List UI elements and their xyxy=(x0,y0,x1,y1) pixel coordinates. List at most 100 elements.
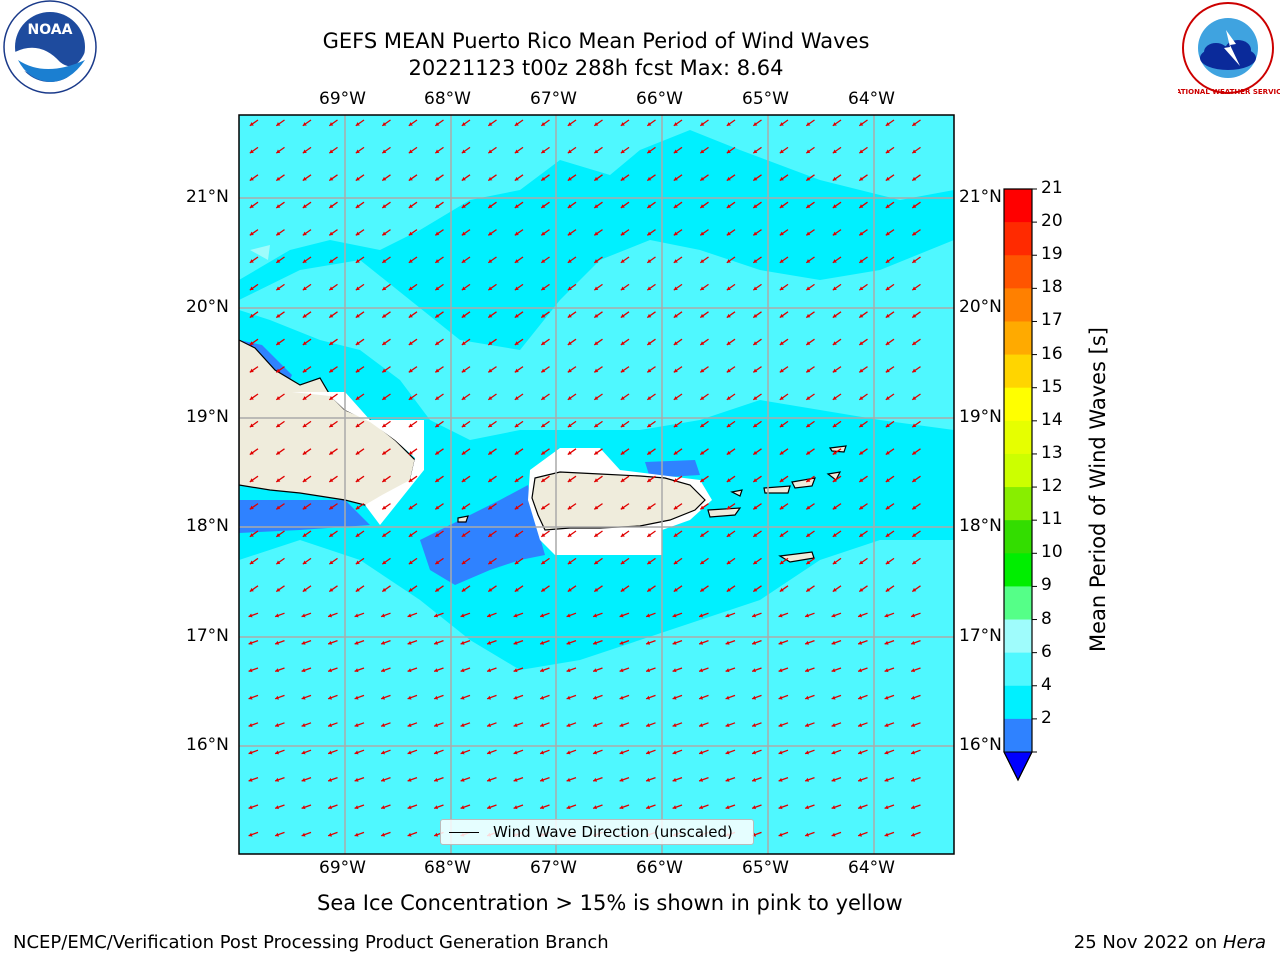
colorbar-tick-label: 9 xyxy=(1041,575,1052,596)
colorbar-segment xyxy=(1004,652,1032,687)
wind-arrow-head xyxy=(248,805,253,810)
wind-arrow-head xyxy=(329,478,334,482)
wind-arrow-head xyxy=(859,259,864,263)
wind-arrow-head xyxy=(301,832,306,837)
wind-arrow-head xyxy=(541,450,546,455)
wind-arrow-head xyxy=(753,423,758,428)
wind-arrow-head xyxy=(567,505,572,510)
wind-arrow-head xyxy=(354,832,359,837)
wind-arrow-head xyxy=(805,832,810,837)
wind-arrow-head xyxy=(248,613,253,618)
wind-arrow-head xyxy=(355,505,360,510)
wind-arrow-head xyxy=(699,777,704,782)
wind-arrow-head xyxy=(594,450,599,455)
wind-arrow-head xyxy=(354,805,359,810)
wind-arrow-head xyxy=(513,723,518,727)
wind-arrow-head xyxy=(859,505,864,510)
wind-arrow-head xyxy=(858,723,863,727)
lat-label-right-19n: 19°N xyxy=(959,407,1002,427)
wind-arrow-head xyxy=(753,313,758,318)
wind-arrow-head xyxy=(884,613,889,618)
wind-arrow-head xyxy=(779,313,784,318)
wind-arrow-head xyxy=(672,668,677,673)
wind-arrow-head xyxy=(859,587,864,592)
wind-arrow-head xyxy=(567,396,572,400)
wind-arrow-head xyxy=(778,640,783,645)
wind-arrow-head xyxy=(566,613,571,618)
wind-arrow-head xyxy=(276,176,281,181)
wind-arrow-head xyxy=(329,149,334,154)
wind-arrow-head xyxy=(276,368,281,373)
wind-arrow-head xyxy=(620,231,625,236)
colorbar-tick-label: 2 xyxy=(1041,707,1052,728)
wind-arrow-head xyxy=(541,341,546,345)
chart-title-line1: GEFS MEAN Puerto Rico Mean Period of Win… xyxy=(322,29,870,53)
wind-arrow-head xyxy=(673,231,678,236)
wind-arrow-head xyxy=(832,149,837,154)
wind-arrow-head xyxy=(912,176,917,181)
wind-arrow-head xyxy=(567,478,572,482)
legend-label: Wind Wave Direction (unscaled) xyxy=(493,823,733,841)
wind-arrow-head xyxy=(328,777,333,782)
wind-arrow-head xyxy=(382,533,387,537)
wind-arrow-head xyxy=(779,341,784,345)
wind-arrow-head xyxy=(672,723,677,727)
wind-arrow-head xyxy=(461,231,466,236)
wind-arrow-head xyxy=(329,505,334,510)
wind-arrow-head xyxy=(460,805,465,810)
wind-arrow-head xyxy=(276,478,281,482)
wind-arrow-head xyxy=(302,368,307,373)
wind-arrow-head xyxy=(647,313,652,318)
wind-arrow-head xyxy=(541,231,546,236)
lat-label-left-16n: 16°N xyxy=(186,735,229,755)
wind-arrow-head xyxy=(912,423,917,428)
wind-arrow-head xyxy=(832,423,837,428)
wind-arrow-head xyxy=(619,613,624,618)
wind-arrow-head xyxy=(434,613,439,618)
wind-arrow-head xyxy=(407,668,412,673)
wind-arrow-head xyxy=(753,204,758,208)
wind-arrow-head xyxy=(647,122,652,126)
wind-arrow-head xyxy=(673,560,678,565)
wind-arrow-head xyxy=(619,750,624,755)
wind-arrow-head xyxy=(302,176,307,181)
wind-arrow-head xyxy=(778,695,783,700)
wind-arrow-head xyxy=(700,587,705,592)
colorbar-segment xyxy=(1004,520,1032,554)
wind-arrow-head xyxy=(806,176,811,181)
wind-arrow-head xyxy=(726,149,731,154)
wind-arrow-head xyxy=(753,396,758,400)
wind-arrow-head xyxy=(858,777,863,782)
wind-arrow-head xyxy=(778,805,783,810)
wind-arrow-head xyxy=(699,695,704,700)
wind-arrow-head xyxy=(806,286,811,291)
wind-arrow-head xyxy=(753,560,758,565)
wind-arrow-head xyxy=(832,176,837,181)
wind-arrow-head xyxy=(276,204,281,208)
wind-arrow-head xyxy=(408,560,413,565)
wind-arrow-head xyxy=(513,668,518,673)
chart-title-line2: 20221123 t00z 288h fcst Max: 8.64 xyxy=(408,56,784,80)
wind-arrow-head xyxy=(672,613,677,618)
wind-arrow-head xyxy=(355,341,360,345)
wind-arrow-head xyxy=(354,668,359,673)
wind-arrow-head xyxy=(329,587,334,592)
wind-arrow-head xyxy=(805,750,810,755)
wind-arrow-head xyxy=(301,723,306,727)
wind-arrow-head xyxy=(752,695,757,700)
wind-arrow-head xyxy=(302,204,307,208)
wind-arrow-head xyxy=(355,149,360,154)
wind-arrow-head xyxy=(647,478,652,482)
wind-arrow-head xyxy=(620,176,625,181)
wind-arrow-head xyxy=(355,423,360,428)
wind-arrow-head xyxy=(514,423,519,428)
wind-arrow-head xyxy=(726,423,731,428)
wind-arrow-head xyxy=(646,640,651,645)
wind-arrow-head xyxy=(355,396,360,400)
colorbar-segment xyxy=(1004,354,1032,389)
wind-arrow-head xyxy=(302,231,307,236)
wind-arrow-head xyxy=(355,231,360,236)
wind-arrow-head xyxy=(514,505,519,510)
wind-arrow-head xyxy=(885,341,890,345)
wind-arrow-head xyxy=(248,777,253,782)
